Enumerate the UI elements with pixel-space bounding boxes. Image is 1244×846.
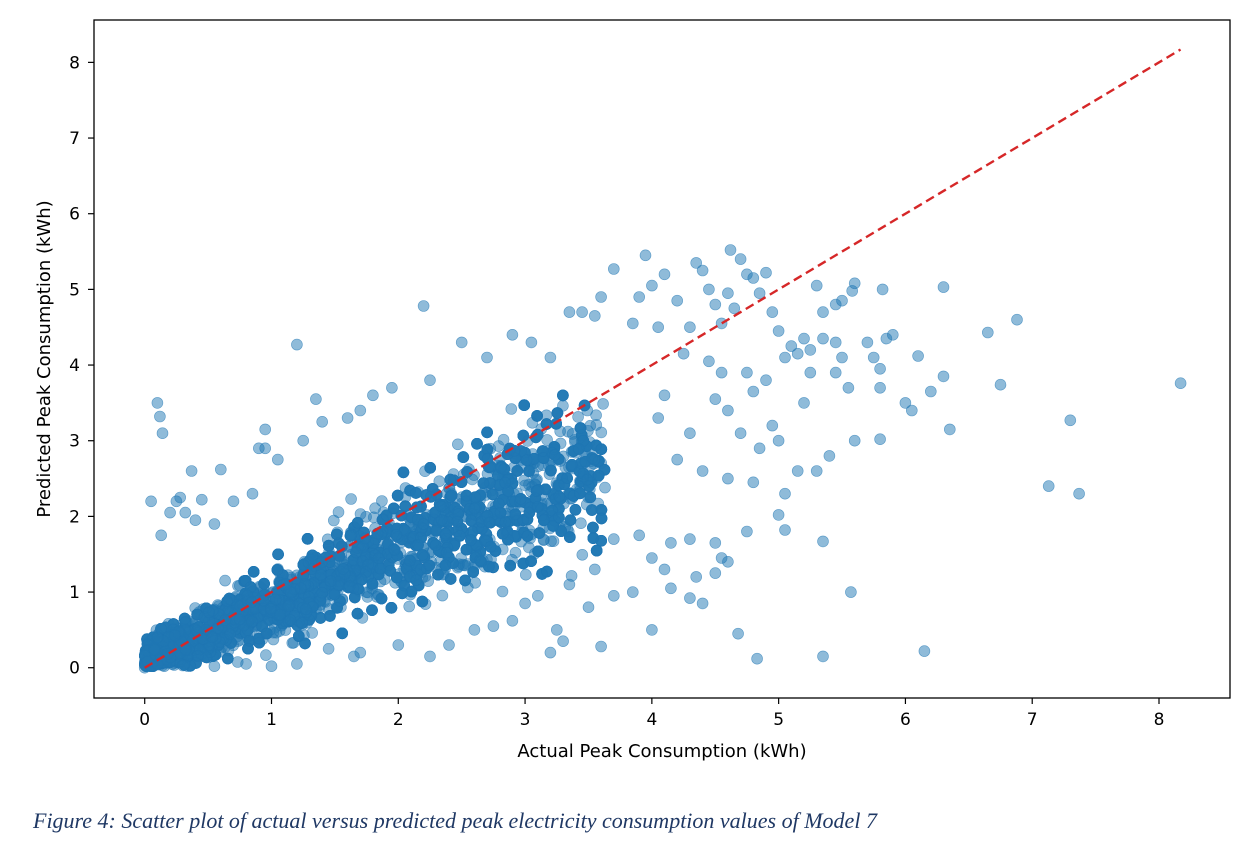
cloud-point <box>595 426 608 439</box>
cloud-point <box>496 585 509 598</box>
cloud-point <box>541 434 553 446</box>
cloud-point <box>376 495 388 507</box>
cloud-point <box>486 488 499 501</box>
cloud-point <box>505 403 518 415</box>
cloud-point <box>587 532 600 544</box>
cloud-point <box>366 604 378 617</box>
cloud-point <box>410 487 422 499</box>
cloud-point <box>497 433 510 446</box>
cloud-point <box>545 535 557 548</box>
cloud-point <box>572 411 584 423</box>
cloud-point <box>369 502 381 515</box>
cloud-point <box>219 574 231 587</box>
cloud-point <box>557 389 569 402</box>
cloud-point <box>576 548 589 561</box>
cloud-point <box>432 568 444 581</box>
cloud-point <box>306 627 319 639</box>
cloud-point <box>459 574 471 587</box>
cloud-point <box>330 528 343 541</box>
cloud-point <box>260 649 272 661</box>
cloud-point <box>519 479 531 492</box>
cloud-point <box>451 438 464 451</box>
cloud-point <box>551 407 564 419</box>
cloud-point <box>436 589 449 602</box>
cloud-point <box>444 473 457 486</box>
cloud-point <box>569 503 582 516</box>
cloud-point <box>222 652 234 665</box>
cloud-point <box>461 558 474 570</box>
cloud-point <box>272 548 284 561</box>
cloud-point <box>403 600 416 613</box>
cloud-point <box>519 568 532 581</box>
cloud-point <box>467 566 480 578</box>
cloud-point <box>523 465 535 478</box>
cloud-point <box>360 510 372 523</box>
cloud-point <box>422 575 435 587</box>
cloud-point <box>444 573 457 585</box>
cloud-point <box>327 514 340 527</box>
cloud-point <box>575 517 587 530</box>
cloud-point <box>345 493 357 505</box>
points-layer <box>138 244 1187 674</box>
cloud-point <box>563 531 576 543</box>
cloud-point <box>584 491 597 504</box>
cloud-point <box>599 481 611 494</box>
cloud-point <box>460 543 473 556</box>
cloud-point <box>511 465 524 477</box>
cloud-point <box>597 398 609 410</box>
